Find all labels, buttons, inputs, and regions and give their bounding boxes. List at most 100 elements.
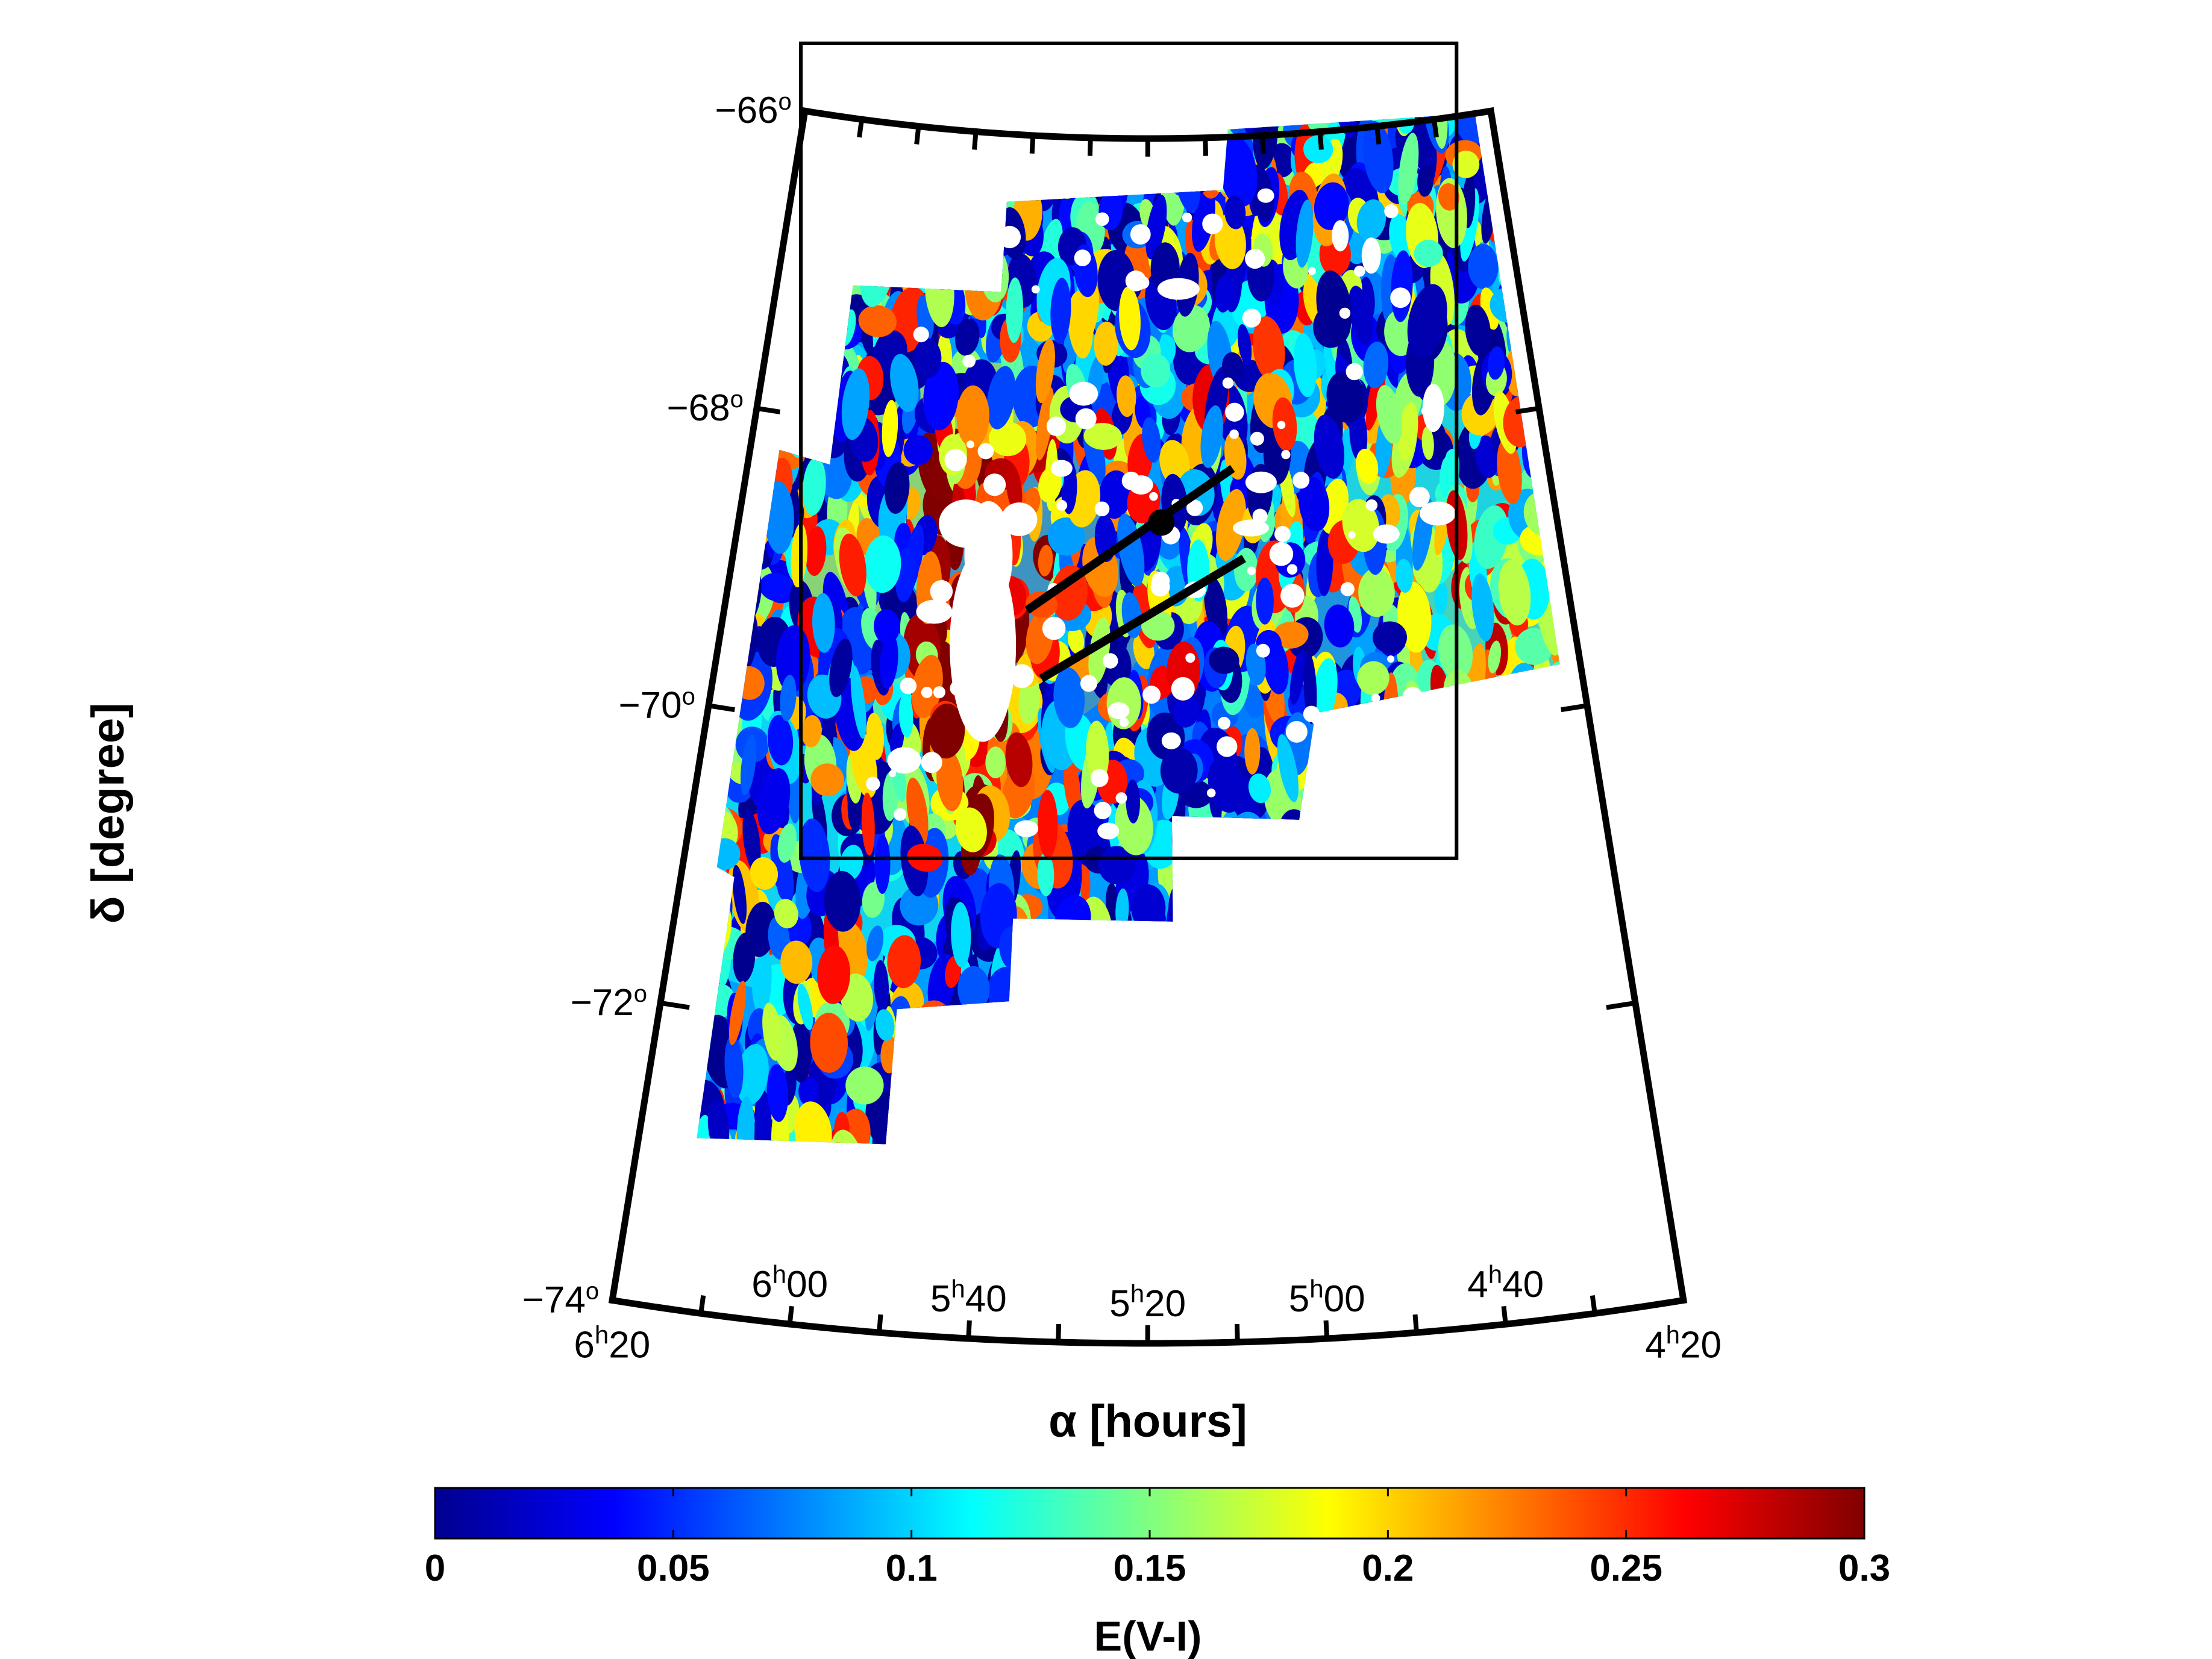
heatmap-cell — [1118, 1011, 1145, 1062]
heatmap-cell — [985, 746, 1006, 779]
masked-region-small — [1090, 769, 1109, 787]
heatmap-cell — [1437, 855, 1453, 891]
heatmap-cell — [1141, 353, 1171, 388]
heatmap-cell — [1038, 790, 1058, 858]
heatmap-cell — [1218, 136, 1258, 207]
heatmap-cell — [1434, 581, 1448, 615]
heatmap-cell — [1578, 1081, 1614, 1128]
masked-region-small — [1280, 584, 1305, 608]
masked-region-19 — [1161, 732, 1181, 749]
heatmap-cell — [900, 222, 914, 294]
heatmap-cell — [1608, 1067, 1632, 1097]
heatmap-cell — [697, 1114, 710, 1143]
heatmap-cell — [1170, 1141, 1202, 1145]
heatmap-cell — [859, 214, 889, 271]
heatmap-cell — [1284, 1142, 1315, 1145]
masked-region-small — [1136, 276, 1150, 289]
heatmap-cell — [983, 1086, 1006, 1125]
ra-minor-tick — [1056, 1323, 1062, 1343]
heatmap-cell — [1314, 182, 1349, 230]
masked-region-small — [1285, 720, 1308, 743]
heatmap-cell — [819, 113, 848, 128]
heatmap-cell — [1289, 649, 1306, 705]
heatmap-cell — [1444, 995, 1471, 1061]
heatmap-cell — [1573, 826, 1592, 864]
heatmap-cell — [1202, 1124, 1232, 1145]
heatmap-cell — [1095, 978, 1115, 1017]
heatmap-cell — [838, 114, 859, 177]
colorbar-tick-label-2: 0.1 — [886, 1548, 938, 1589]
heatmap-cell — [1093, 1102, 1121, 1138]
heatmap-cell — [1423, 742, 1453, 778]
masked-region-small — [889, 770, 897, 778]
masked-region-17 — [1014, 820, 1039, 837]
heatmap-cell — [841, 368, 870, 440]
dec-tick-0 — [1470, 108, 1491, 117]
heatmap-cell — [1529, 1084, 1557, 1145]
heatmap-cell — [1487, 1129, 1521, 1145]
ra-minor-tick — [1203, 137, 1209, 156]
heatmap-cell — [1031, 1020, 1065, 1061]
ra-minor-tick — [972, 131, 979, 150]
ra-tick-label-3: 5h20 — [1109, 1279, 1186, 1325]
heatmap-cell — [987, 1056, 1020, 1113]
heatmap-cell — [1152, 1130, 1189, 1145]
heatmap-cell — [1508, 763, 1524, 808]
heatmap-cell — [1242, 1148, 1259, 1198]
heatmap-cell — [796, 344, 812, 373]
masked-region-small — [1142, 686, 1161, 704]
heatmap-cell — [1573, 758, 1612, 798]
heatmap-cell — [800, 213, 831, 287]
heatmap-cell — [1535, 972, 1560, 1036]
heatmap-cell — [1502, 771, 1541, 808]
heatmap-cell — [1222, 352, 1244, 382]
heatmap-cell — [812, 140, 829, 189]
masked-region-small — [1218, 716, 1230, 730]
heatmap-cell — [1367, 755, 1390, 799]
heatmap-cell — [1173, 1089, 1203, 1145]
heatmap-cell — [1127, 998, 1150, 1058]
ra-tick-label-0: 6h20 — [574, 1320, 650, 1366]
heatmap-cell — [1340, 1015, 1374, 1074]
heatmap-cell — [1312, 1118, 1341, 1145]
heatmap-cell — [1287, 1033, 1305, 1089]
heatmap-cell — [809, 159, 839, 208]
heatmap-cell — [1224, 195, 1246, 230]
heatmap-cell — [1221, 917, 1244, 992]
heatmap-cell — [1535, 1017, 1560, 1073]
heatmap-cell — [1347, 1142, 1366, 1145]
heatmap-cell — [950, 129, 971, 175]
heatmap-cell — [985, 163, 1014, 192]
heatmap-cell — [852, 205, 871, 246]
heatmap-cell — [1038, 467, 1062, 503]
masked-region-small — [1149, 492, 1158, 501]
heatmap-cell — [1181, 1004, 1198, 1067]
heatmap-cell — [1562, 720, 1589, 753]
masked-region-small — [1308, 267, 1316, 275]
heatmap-cell — [1145, 1137, 1183, 1145]
heatmap-cell — [1255, 1008, 1272, 1078]
heatmap-cell — [1182, 855, 1220, 907]
heatmap-cell — [1311, 916, 1330, 987]
heatmap-cell — [1167, 124, 1190, 196]
heatmap-cell — [762, 1002, 783, 1061]
heatmap-cell — [1438, 1058, 1461, 1115]
masked-region-small — [1269, 542, 1294, 566]
heatmap-cell — [1045, 1139, 1068, 1145]
heatmap-cell — [936, 749, 963, 811]
colorbar-tick-label-4: 0.2 — [1362, 1548, 1414, 1589]
heatmap-cell — [863, 230, 889, 293]
heatmap-cell — [1546, 998, 1560, 1059]
heatmap-cell — [1343, 1012, 1367, 1077]
heatmap-cell — [866, 225, 889, 278]
heatmap-cell — [1004, 1127, 1043, 1145]
heatmap-cell — [949, 225, 975, 258]
heatmap-cell — [1517, 678, 1541, 753]
heatmap-cell — [953, 1105, 968, 1145]
heatmap-cell — [1151, 1140, 1169, 1145]
heatmap-cell — [1487, 1055, 1509, 1103]
heatmap-cell — [1520, 877, 1534, 910]
heatmap-cell — [1111, 1141, 1141, 1145]
heatmap-cell — [674, 994, 694, 1035]
heatmap-cell — [1165, 942, 1191, 970]
